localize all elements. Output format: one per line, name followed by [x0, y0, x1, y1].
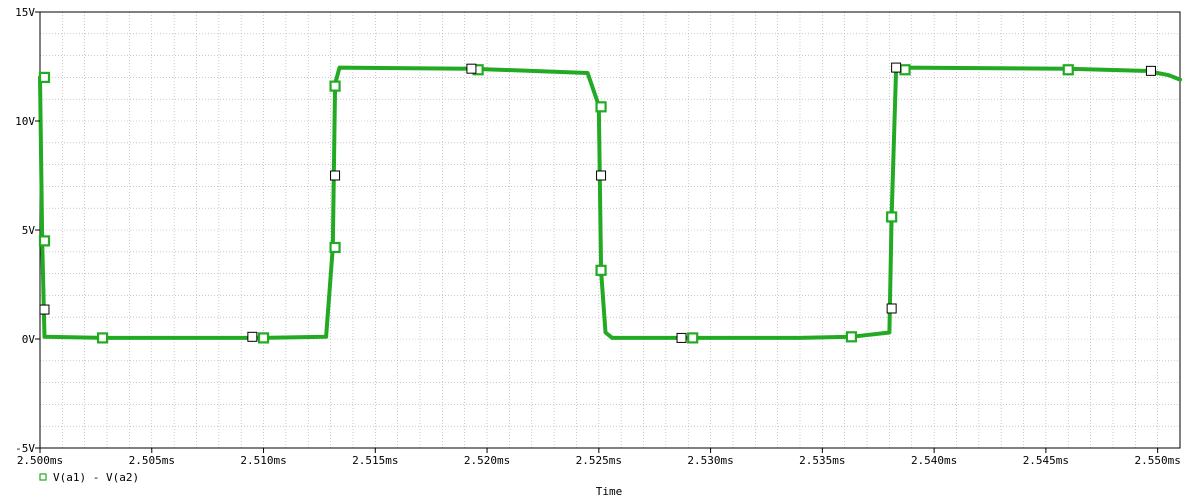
series-line — [38, 65, 1182, 340]
data-point-marker — [676, 332, 687, 343]
y-tick-label: 15V — [15, 6, 35, 19]
data-point-marker — [1145, 65, 1156, 76]
series-marker — [886, 211, 898, 223]
y-tick-label: 5V — [22, 224, 36, 237]
data-point-marker — [886, 303, 897, 314]
x-tick-label: 2.530ms — [687, 454, 733, 467]
legend: V(a1) - V(a2) — [39, 471, 139, 484]
data-point-marker — [891, 62, 902, 73]
y-tick-label: 0V — [22, 333, 36, 346]
x-axis-label: Time — [596, 485, 623, 498]
data-point-marker — [39, 304, 50, 315]
y-tick-label: 10V — [15, 115, 35, 128]
data-point-marker — [596, 170, 607, 181]
series-layer — [38, 62, 1182, 344]
x-tick-label: 2.525ms — [576, 454, 622, 467]
legend-entry: V(a1) - V(a2) — [53, 471, 139, 484]
data-point-marker — [466, 63, 477, 74]
x-tick-label: 2.500ms — [17, 454, 63, 467]
y-tick-label: -5V — [15, 442, 35, 455]
grid-lines — [40, 12, 1180, 448]
series-marker — [1062, 64, 1074, 76]
x-tick-label: 2.540ms — [911, 454, 957, 467]
x-tick-label: 2.510ms — [240, 454, 286, 467]
series-marker — [38, 235, 51, 247]
series-marker — [257, 332, 270, 344]
x-tick-label: 2.535ms — [799, 454, 845, 467]
series-marker — [96, 332, 109, 344]
x-tick-label: 2.505ms — [129, 454, 175, 467]
data-point-marker — [247, 331, 258, 342]
tick-labels: 2.500ms 2.505ms 2.510ms 2.515ms 2.520ms 2.525… — [15, 6, 1181, 467]
series-marker — [845, 331, 858, 343]
x-tick-label: 2.515ms — [352, 454, 398, 467]
series-marker — [595, 101, 607, 113]
data-point-marker — [330, 170, 341, 181]
series-marker — [329, 80, 341, 92]
x-tick-label: 2.550ms — [1134, 454, 1180, 467]
x-tick-label: 2.520ms — [464, 454, 510, 467]
series-marker — [38, 71, 51, 84]
legend-swatch — [39, 473, 47, 481]
series-marker — [329, 241, 341, 254]
series-marker — [687, 332, 699, 344]
series-marker — [899, 64, 911, 76]
x-tick-label: 2.545ms — [1023, 454, 1069, 467]
series-marker — [595, 264, 607, 276]
